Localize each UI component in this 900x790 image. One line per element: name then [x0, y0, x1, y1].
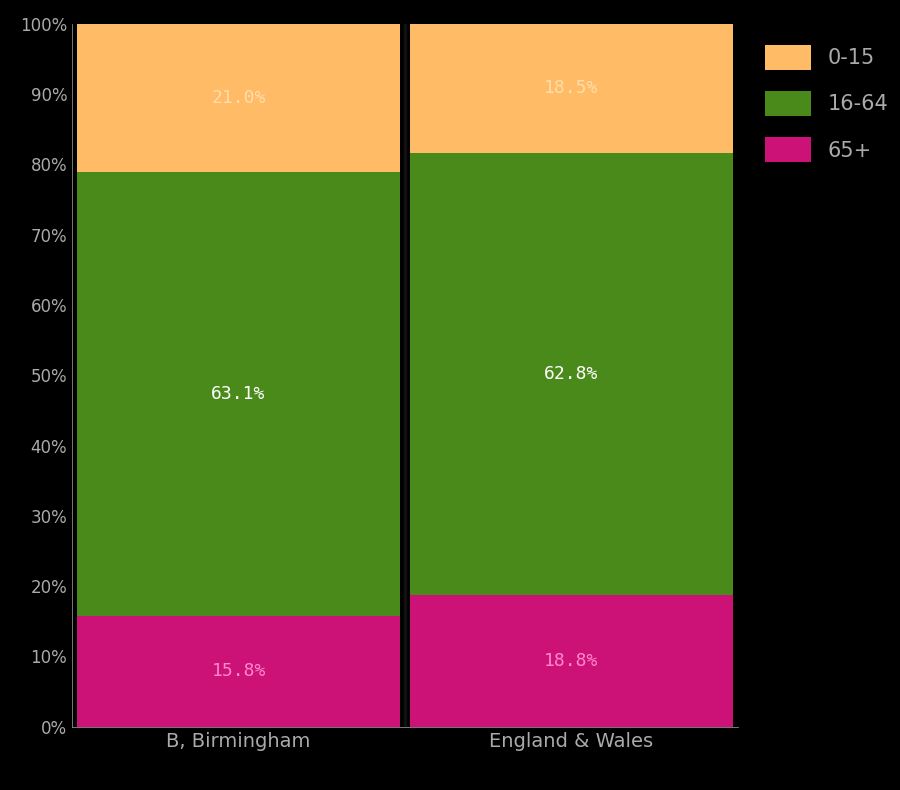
Text: 18.8%: 18.8% — [544, 652, 598, 670]
Text: 63.1%: 63.1% — [212, 385, 266, 403]
Bar — [77, 172, 400, 615]
Bar — [410, 153, 733, 595]
Bar — [77, 615, 400, 727]
Bar — [410, 23, 733, 153]
Legend: 0-15, 16-64, 65+: 0-15, 16-64, 65+ — [755, 34, 899, 173]
Text: 18.5%: 18.5% — [544, 79, 598, 97]
Text: 21.0%: 21.0% — [212, 89, 266, 107]
Bar — [77, 24, 400, 172]
Text: 62.8%: 62.8% — [544, 365, 598, 383]
Bar — [410, 595, 733, 727]
Text: 15.8%: 15.8% — [212, 662, 266, 680]
